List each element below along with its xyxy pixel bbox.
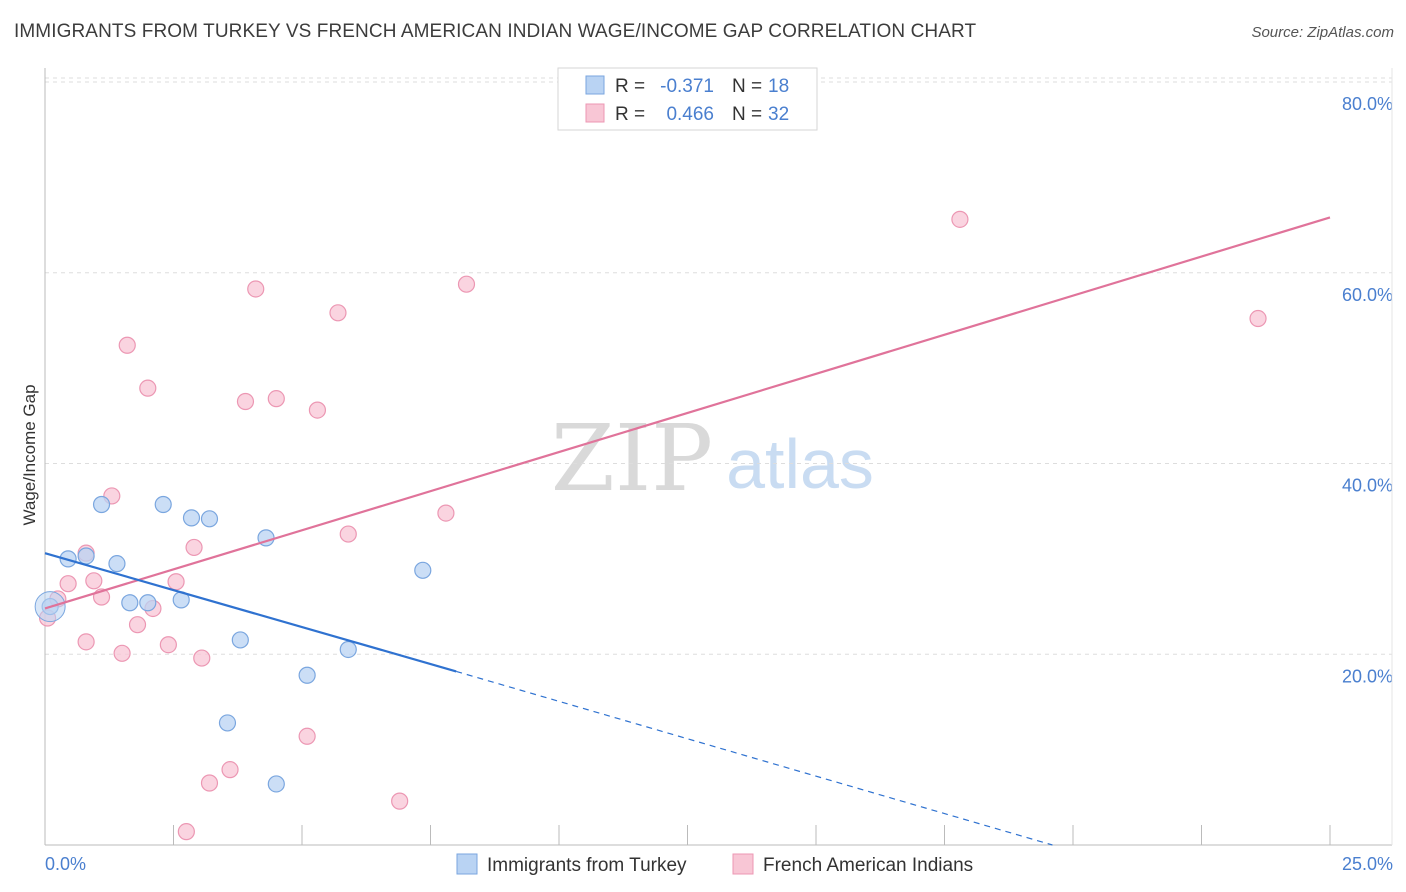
pink-point	[339, 525, 357, 543]
stats-legend-swatch	[585, 75, 605, 95]
series-legend: Immigrants from Turkey French American In…	[456, 853, 973, 876]
blue-point	[139, 594, 157, 612]
legend-label-turkey: Immigrants from Turkey	[487, 855, 687, 876]
pink-point	[221, 761, 239, 779]
stats-n-label: N =	[732, 104, 762, 125]
pink-trend-line	[44, 216, 1331, 610]
pink-point	[85, 572, 103, 590]
pink-point	[200, 774, 219, 792]
pink-point	[128, 616, 147, 634]
blue-point	[231, 631, 249, 649]
pink-point	[139, 379, 157, 397]
blue-point	[218, 714, 237, 732]
pink-point	[951, 210, 969, 228]
pink-point	[59, 575, 77, 593]
blue-point	[92, 495, 111, 514]
blue-point	[77, 547, 95, 565]
legend-label-french-american-indians: French American Indians	[763, 855, 973, 876]
stats-r-label: R =	[615, 104, 645, 125]
pink-point	[77, 633, 95, 651]
pink-point	[457, 275, 476, 293]
pink-point	[437, 504, 455, 522]
pink-point	[391, 792, 409, 810]
stats-r-label: R =	[615, 76, 645, 97]
y-tick-label: 80.0%	[1342, 94, 1393, 114]
legend-swatch-turkey	[456, 853, 478, 875]
pink-point	[185, 538, 203, 557]
pink-point	[113, 644, 131, 662]
blue-point	[121, 594, 139, 612]
pink-point	[236, 392, 255, 411]
pink-point	[308, 401, 327, 419]
source-label: Source: ZipAtlas.com	[1251, 24, 1394, 41]
blue-point	[298, 666, 316, 684]
pink-point	[193, 649, 211, 667]
pink-point	[267, 390, 285, 408]
blue-point	[414, 561, 432, 579]
stats-r-value: 0.466	[666, 104, 714, 125]
pink-point	[298, 727, 316, 745]
stats-n-label: N =	[732, 76, 762, 97]
stats-legend: R = -0.371 N = 18 R = 0.466 N = 32	[557, 67, 818, 131]
blue-point	[154, 495, 172, 514]
pink-point	[118, 336, 136, 354]
blue-point	[339, 640, 357, 659]
pink-point	[167, 573, 185, 591]
blue-trend-line	[44, 552, 457, 673]
blue-point	[182, 509, 201, 527]
watermark-zip: ZIP	[551, 405, 713, 512]
pink-point	[247, 280, 265, 298]
y-tick-label: 60.0%	[1342, 285, 1393, 305]
blue-point	[267, 775, 285, 793]
blue-point	[200, 510, 219, 528]
blue-trend-extension	[456, 670, 1053, 846]
x-tick-label: 25.0%	[1342, 854, 1393, 874]
legend-swatch-french-american-indians	[732, 853, 754, 875]
stats-legend-swatch	[585, 103, 605, 123]
chart-title: IMMIGRANTS FROM TURKEY VS FRENCH AMERICA…	[14, 21, 977, 42]
stats-r-value: -0.371	[660, 76, 714, 97]
x-tick-label: 0.0%	[45, 854, 86, 874]
stats-n-value: 18	[768, 76, 789, 97]
y-tick-label: 40.0%	[1342, 476, 1393, 496]
stats-n-value: 32	[768, 104, 789, 125]
pink-point	[1249, 309, 1267, 328]
blue-point	[108, 555, 126, 573]
y-tick-label: 20.0%	[1342, 666, 1393, 686]
pink-point	[159, 636, 177, 654]
pink-point	[177, 823, 195, 841]
pink-point	[329, 304, 347, 322]
